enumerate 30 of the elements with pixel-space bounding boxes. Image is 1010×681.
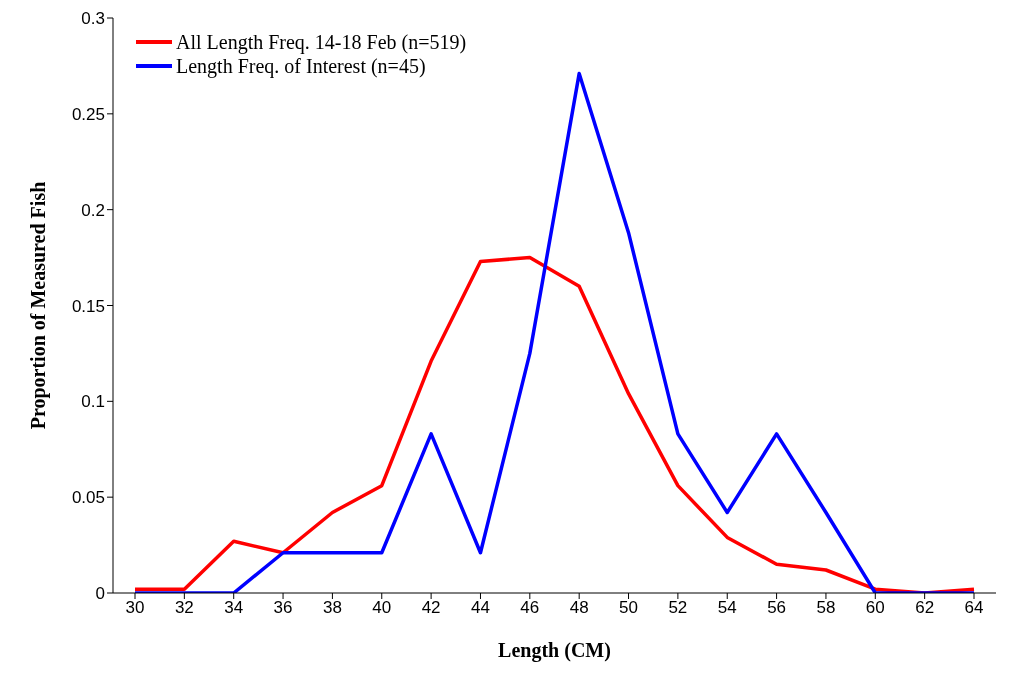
y-axis-title: Proportion of Measured Fish bbox=[27, 181, 51, 430]
x-tick-label: 46 bbox=[520, 598, 540, 618]
x-tick-label: 54 bbox=[717, 598, 737, 618]
x-tick-label: 50 bbox=[619, 598, 638, 618]
x-tick-label: 42 bbox=[421, 598, 441, 618]
x-tick-label: 36 bbox=[273, 598, 293, 618]
x-tick-label: 60 bbox=[865, 598, 885, 618]
x-tick-label: 62 bbox=[915, 598, 935, 618]
legend-label: Length Freq. of Interest (n=45) bbox=[176, 54, 426, 78]
legend-label: All Length Freq. 14-18 Feb (n=519) bbox=[176, 30, 467, 54]
x-tick-label: 32 bbox=[174, 598, 194, 618]
x-tick-label: 64 bbox=[964, 598, 984, 618]
x-tick-label: 48 bbox=[569, 598, 589, 618]
x-tick-label: 52 bbox=[668, 598, 688, 618]
x-tick-label: 56 bbox=[767, 598, 787, 618]
x-tick-label: 30 bbox=[125, 598, 145, 618]
x-tick-label: 34 bbox=[224, 598, 244, 618]
y-tick-label: 0.3 bbox=[81, 9, 105, 29]
x-tick-label: 44 bbox=[471, 598, 490, 618]
y-tick-label: 0.15 bbox=[71, 296, 105, 316]
y-tick-label: 0 bbox=[95, 584, 105, 604]
x-tick-label: 40 bbox=[372, 598, 392, 618]
y-tick-label: 0.1 bbox=[81, 392, 105, 412]
y-tick-label: 0.2 bbox=[81, 200, 105, 220]
line-series bbox=[133, 255, 976, 593]
x-tick-label: 58 bbox=[816, 598, 836, 618]
x-axis-title: Length (CM) bbox=[498, 639, 611, 663]
y-tick-label: 0.25 bbox=[71, 104, 105, 124]
y-tick-label: 0.05 bbox=[71, 488, 105, 508]
x-tick-label: 38 bbox=[322, 598, 342, 618]
